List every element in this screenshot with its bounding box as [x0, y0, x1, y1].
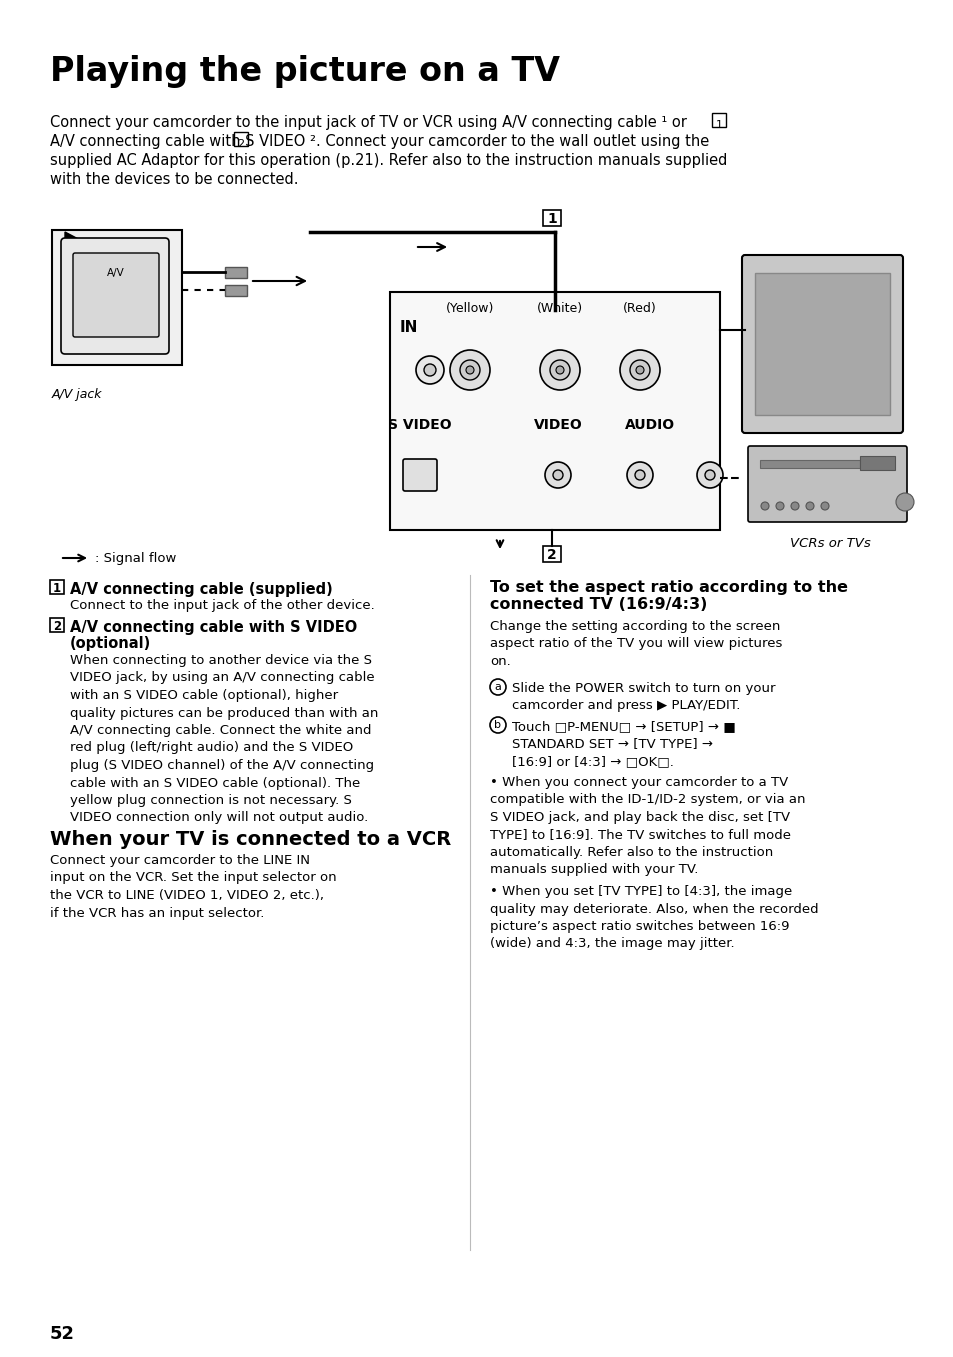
Text: supplied AC Adaptor for this operation (p.21). Refer also to the instruction man: supplied AC Adaptor for this operation (… [50, 153, 726, 168]
Circle shape [459, 360, 479, 380]
Text: When your TV is connected to a VCR: When your TV is connected to a VCR [50, 830, 451, 849]
Circle shape [539, 350, 579, 389]
FancyBboxPatch shape [754, 273, 889, 415]
Circle shape [635, 470, 644, 480]
FancyBboxPatch shape [225, 285, 247, 296]
Text: connected TV (16:9/4:3): connected TV (16:9/4:3) [490, 597, 706, 612]
FancyBboxPatch shape [233, 132, 248, 147]
Circle shape [619, 350, 659, 389]
Text: (optional): (optional) [70, 636, 152, 651]
Text: (Red): (Red) [622, 303, 657, 315]
Text: a: a [494, 683, 501, 692]
Text: 1: 1 [52, 582, 61, 594]
Circle shape [490, 678, 505, 695]
FancyBboxPatch shape [747, 446, 906, 522]
Text: 52: 52 [50, 1324, 75, 1343]
Circle shape [544, 461, 571, 489]
FancyBboxPatch shape [225, 267, 247, 278]
Circle shape [790, 502, 799, 510]
Polygon shape [65, 232, 82, 250]
Text: S VIDEO: S VIDEO [388, 418, 452, 432]
Text: b: b [494, 721, 501, 730]
Text: Change the setting according to the screen
aspect ratio of the TV you will view : Change the setting according to the scre… [490, 620, 781, 668]
FancyBboxPatch shape [52, 229, 182, 365]
Text: A/V: A/V [107, 267, 125, 278]
Text: 2: 2 [52, 620, 61, 632]
Text: A/V connecting cable with S VIDEO: A/V connecting cable with S VIDEO [70, 620, 356, 635]
FancyBboxPatch shape [711, 113, 725, 128]
Text: IN: IN [399, 320, 418, 335]
Circle shape [775, 502, 783, 510]
Text: (Yellow): (Yellow) [445, 303, 494, 315]
FancyBboxPatch shape [542, 546, 560, 562]
Circle shape [450, 350, 490, 389]
Text: 2: 2 [547, 548, 557, 562]
Text: Connect your camcorder to the LINE IN
input on the VCR. Set the input selector o: Connect your camcorder to the LINE IN in… [50, 854, 336, 920]
FancyBboxPatch shape [61, 237, 169, 354]
FancyBboxPatch shape [542, 210, 560, 227]
Text: : Signal flow: : Signal flow [95, 552, 176, 565]
Text: • When you set [TV TYPE] to [4:3], the image
quality may deteriorate. Also, when: • When you set [TV TYPE] to [4:3], the i… [490, 885, 818, 950]
Circle shape [895, 493, 913, 512]
Text: Slide the POWER switch to turn on your
camcorder and press ▶ PLAY/EDIT.: Slide the POWER switch to turn on your c… [512, 683, 775, 712]
Text: 1: 1 [715, 119, 721, 130]
Circle shape [416, 356, 443, 384]
Circle shape [697, 461, 722, 489]
Circle shape [821, 502, 828, 510]
Circle shape [553, 470, 562, 480]
Text: 1: 1 [547, 212, 557, 227]
Circle shape [805, 502, 813, 510]
Text: When connecting to another device via the S
VIDEO jack, by using an A/V connecti: When connecting to another device via th… [70, 654, 378, 825]
Text: VIDEO: VIDEO [533, 418, 581, 432]
Circle shape [423, 364, 436, 376]
FancyBboxPatch shape [741, 255, 902, 433]
Circle shape [490, 716, 505, 733]
Circle shape [636, 366, 643, 375]
Text: Touch □P-MENU□ → [SETUP] → ■
STANDARD SET → [TV TYPE] →
[16:9] or [4:3] → □OK□.: Touch □P-MENU□ → [SETUP] → ■ STANDARD SE… [512, 721, 735, 768]
FancyBboxPatch shape [50, 617, 64, 632]
Text: (White): (White) [537, 303, 582, 315]
Text: Connect your camcorder to the input jack of TV or VCR using A/V connecting cable: Connect your camcorder to the input jack… [50, 115, 686, 130]
Text: A/V jack: A/V jack [52, 388, 102, 402]
Text: To set the aspect ratio according to the: To set the aspect ratio according to the [490, 579, 847, 594]
Text: Connect to the input jack of the other device.: Connect to the input jack of the other d… [70, 598, 375, 612]
Circle shape [550, 360, 569, 380]
FancyBboxPatch shape [402, 459, 436, 491]
Text: 2: 2 [237, 138, 244, 149]
Text: Playing the picture on a TV: Playing the picture on a TV [50, 56, 559, 88]
Text: VCRs or TVs: VCRs or TVs [789, 537, 869, 550]
Text: AUDIO: AUDIO [624, 418, 675, 432]
Bar [390, 292, 720, 531]
FancyBboxPatch shape [760, 460, 859, 468]
Circle shape [556, 366, 563, 375]
FancyBboxPatch shape [73, 252, 159, 337]
FancyBboxPatch shape [859, 456, 894, 470]
Circle shape [626, 461, 652, 489]
Circle shape [704, 470, 714, 480]
Circle shape [760, 502, 768, 510]
Circle shape [465, 366, 474, 375]
Text: • When you connect your camcorder to a TV
compatible with the ID-1/ID-2 system, : • When you connect your camcorder to a T… [490, 776, 804, 877]
Text: with the devices to be connected.: with the devices to be connected. [50, 172, 298, 187]
Text: A/V connecting cable (supplied): A/V connecting cable (supplied) [70, 582, 333, 597]
Text: A/V connecting cable with S VIDEO ². Connect your camcorder to the wall outlet u: A/V connecting cable with S VIDEO ². Con… [50, 134, 708, 149]
FancyBboxPatch shape [50, 579, 64, 594]
Circle shape [629, 360, 649, 380]
